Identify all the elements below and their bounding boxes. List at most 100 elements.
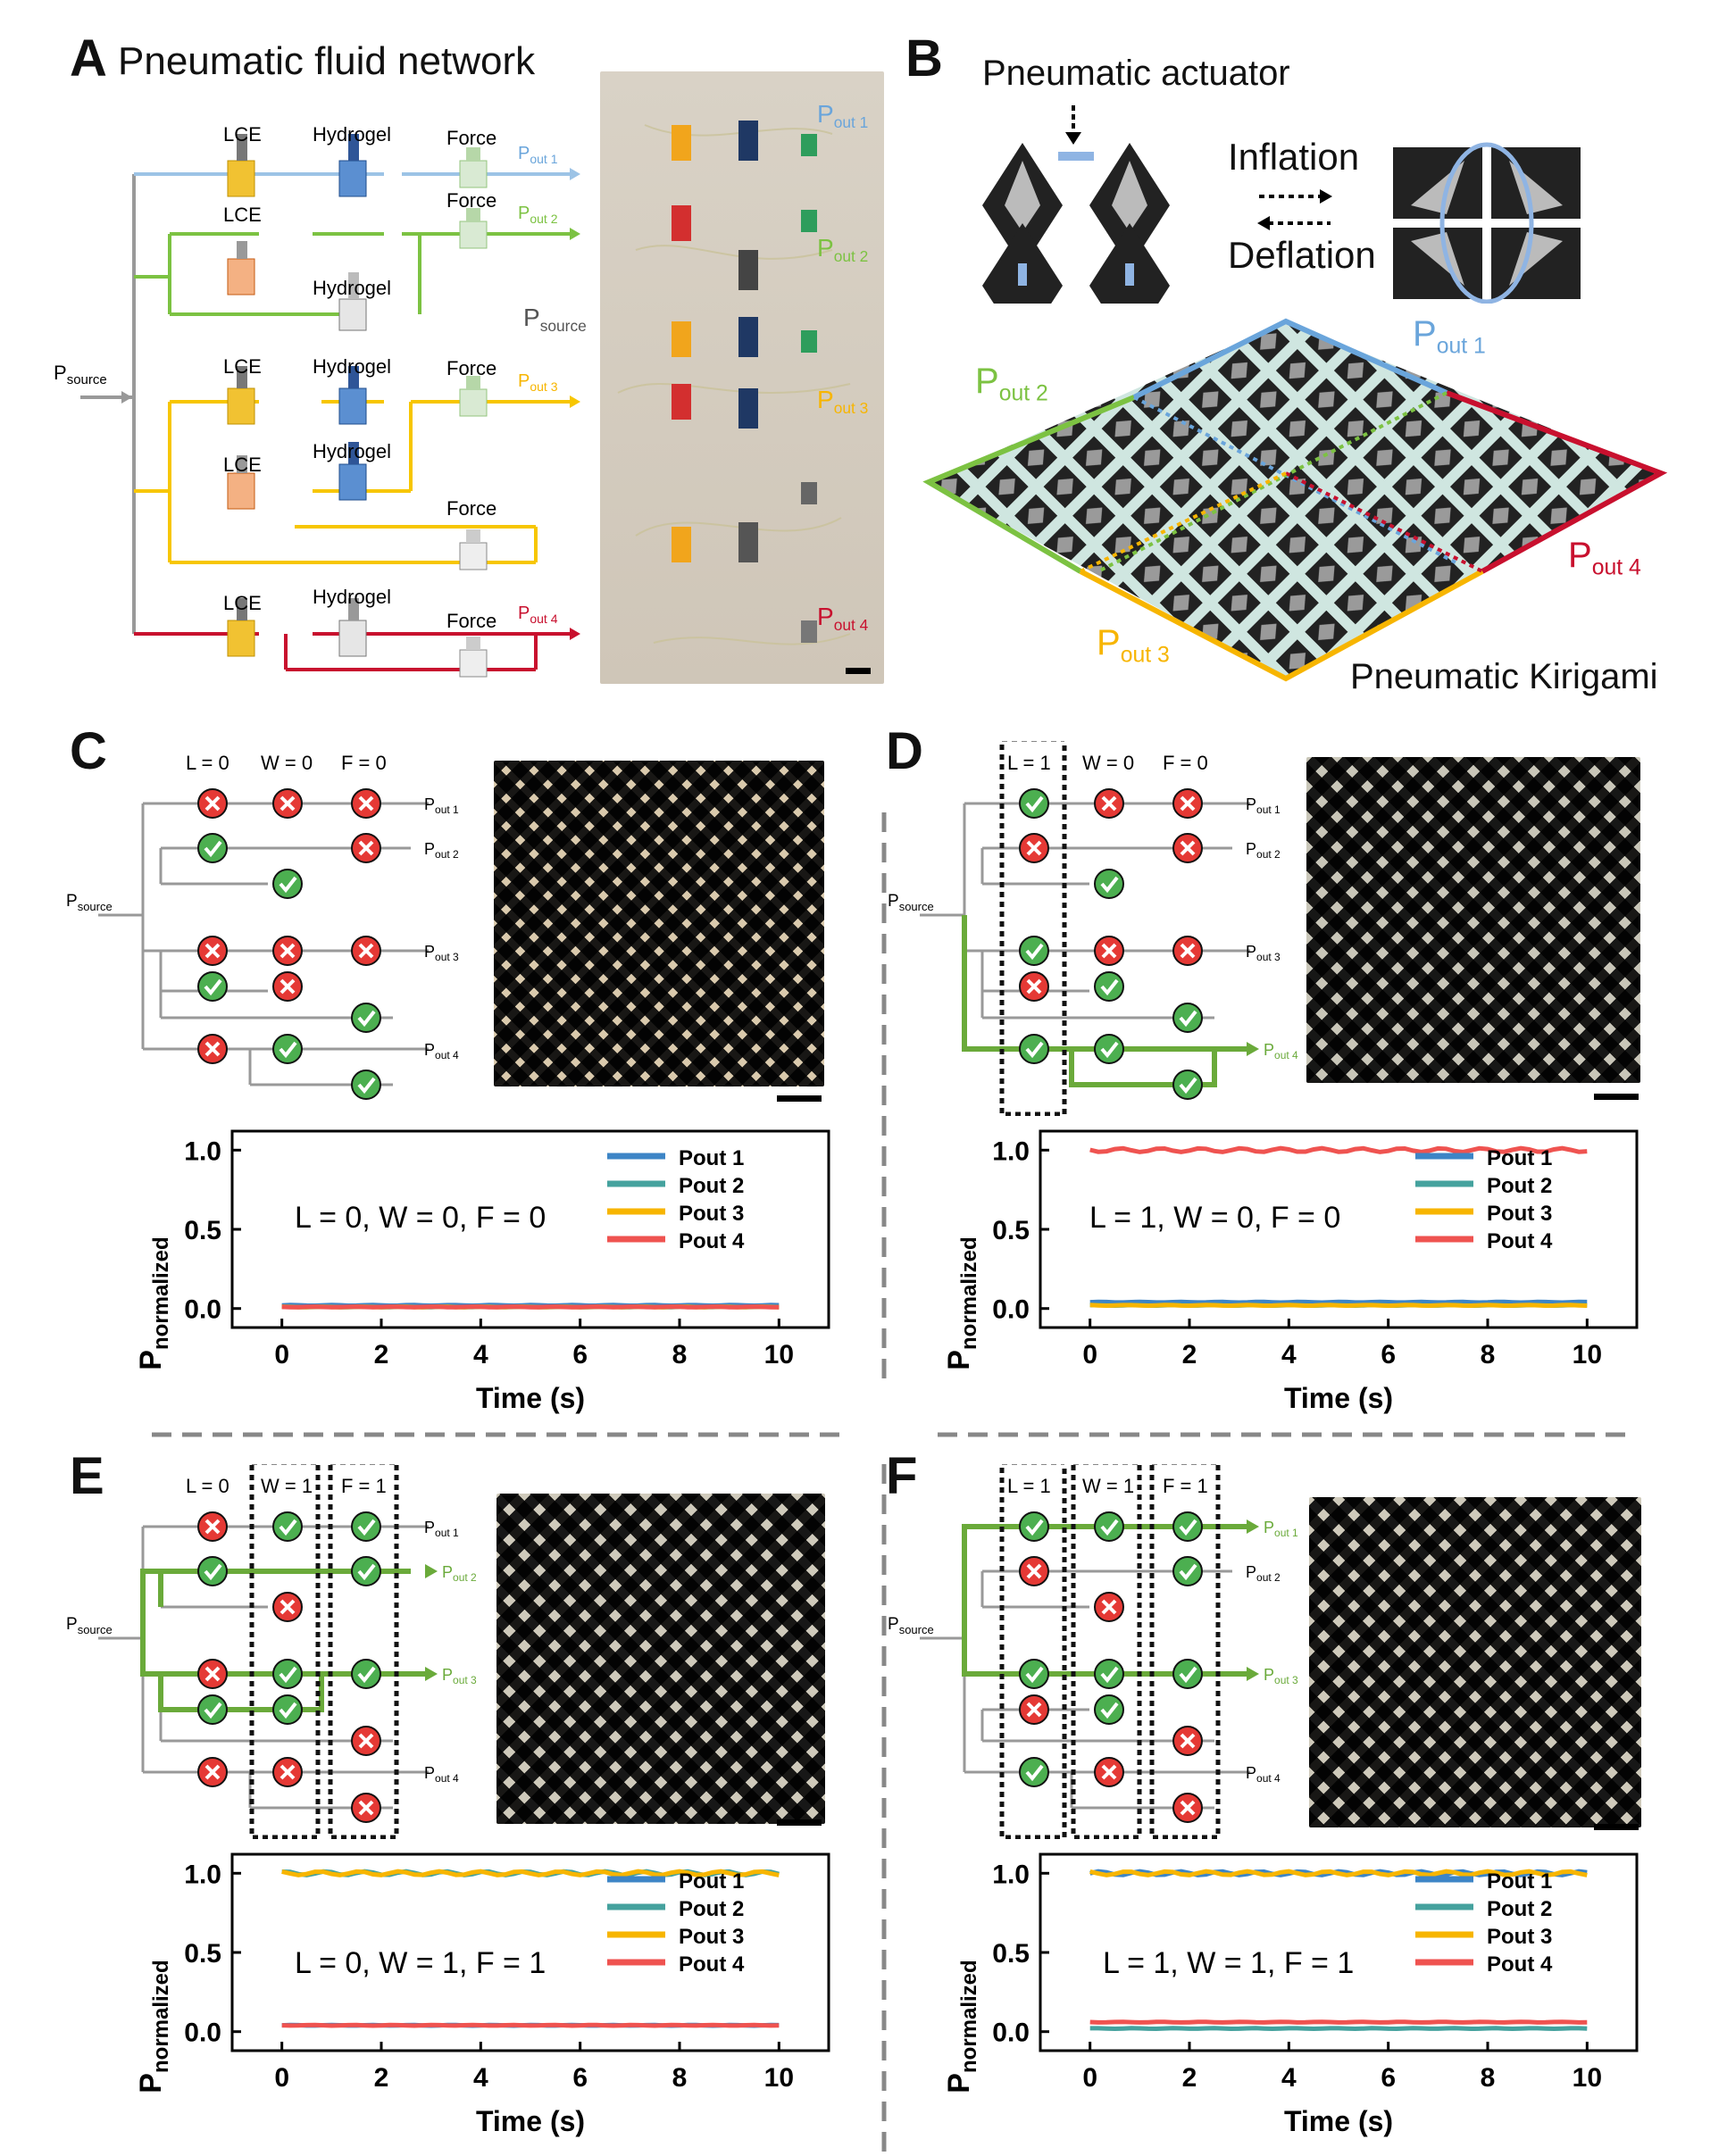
- fail-icon: [1172, 788, 1203, 819]
- pass-icon: [1172, 1003, 1203, 1033]
- x-ticks: 0 2 4 6 8 10: [1082, 2042, 1602, 2093]
- force-valve-icon-4: [459, 529, 488, 570]
- fail-icon: [1019, 971, 1049, 1002]
- header-f: F = 0: [341, 752, 387, 774]
- force-label-3: Force: [446, 357, 496, 379]
- scale-bar: [846, 668, 871, 674]
- x-tick-label: 4: [473, 1340, 488, 1369]
- x-axis-label: Time (s): [476, 2105, 585, 2137]
- hydrogel-label-3: Hydrogel: [313, 355, 391, 378]
- pass-icon: [1094, 971, 1124, 1002]
- legend-label: Pout 3: [679, 1925, 744, 1949]
- chart-c: Pnormalized 0.0 0.5 1.0 0 2 4 6 8 10 L = 0, W =…: [134, 1129, 830, 1414]
- legend-label: Pout 2: [679, 1897, 744, 1921]
- x-tick-label: 10: [1573, 2063, 1602, 2093]
- series-line-4: [281, 2022, 780, 2028]
- x-tick-label: 2: [374, 2063, 389, 2093]
- y-ticks: 0.0 0.5 1.0: [992, 1860, 1049, 2048]
- legend: Pout 1 Pout 2 Pout 3 Pout 4: [607, 1146, 745, 1253]
- chart-f: Pnormalized 0.0 0.5 1.0 0 2 4 6 8 10 L = 1, W =…: [942, 1852, 1639, 2137]
- pass-icon: [1172, 1070, 1203, 1100]
- pout1-label: Pout 1: [424, 1519, 459, 1539]
- pout1-label: Pout 1: [1246, 795, 1281, 816]
- y-tick-label: 0.0: [992, 1295, 1030, 1325]
- x-tick-label: 2: [374, 1340, 389, 1369]
- pass-icon: [351, 1659, 381, 1689]
- y-axis-label: Pnormalized: [942, 1960, 981, 2093]
- legend-label: Pout 4: [1487, 1229, 1553, 1253]
- legend-label: Pout 2: [1487, 1174, 1552, 1198]
- actuator-deflated-icon: [982, 143, 1170, 304]
- y-tick-label: 0.0: [184, 1295, 221, 1325]
- series-lines: [1089, 1145, 1588, 1309]
- panel-c-circuit: L = 0 W = 0 F = 0 Psource Pout 1 Pout 2 …: [54, 741, 518, 1116]
- legend-label: Pout 1: [679, 1146, 744, 1170]
- panel-f-circuit: L = 1 W = 1 F = 1 Psource Pout 1 Pout 2 …: [875, 1460, 1339, 1840]
- fail-icon: [1172, 1726, 1203, 1756]
- lce-label-5: LCE: [223, 592, 262, 614]
- photo-pout4-label: Pout 4: [817, 603, 869, 635]
- x-tick-label: 2: [1182, 2063, 1197, 2093]
- header-w: W = 1: [261, 1475, 313, 1497]
- pass-icon: [1019, 936, 1049, 966]
- pass-icon: [1094, 1034, 1124, 1064]
- y-tick-label: 1.0: [184, 1136, 221, 1166]
- pass-icon: [1172, 1511, 1203, 1542]
- fail-icon: [1019, 1556, 1049, 1586]
- hydrogel-valve-icon-4: [338, 442, 367, 501]
- panel-d-circuit: L = 1 W = 0 F = 0 Psource Pout 1 Pout 2 …: [875, 737, 1339, 1117]
- pout2-label: Pout 2: [424, 840, 459, 861]
- series-lines: [1089, 1869, 1588, 2032]
- pout3-label: Pout 3: [424, 943, 459, 963]
- legend-label: Pout 4: [679, 1952, 745, 1977]
- pout2-label-a: Pout 2: [518, 204, 558, 226]
- header-w: W = 0: [1082, 752, 1134, 774]
- pout2-label: Pout 2: [442, 1563, 477, 1584]
- lce-label-4: LCE: [223, 454, 262, 476]
- force-valve-icon-2: [459, 208, 488, 249]
- pass-icon: [197, 1694, 228, 1725]
- fail-icon: [1094, 1757, 1124, 1787]
- scale-bar: [1594, 1824, 1639, 1830]
- pass-icon: [1019, 788, 1049, 819]
- pass-icon: [272, 1034, 303, 1064]
- x-tick-label: 0: [274, 2063, 289, 2093]
- fail-icon: [197, 1034, 228, 1064]
- fail-icon: [272, 1592, 303, 1622]
- series-lines: [281, 1869, 780, 2028]
- pass-icon: [351, 1070, 381, 1100]
- panel-c-kirigami-photo: [494, 761, 824, 1086]
- fail-icon: [1094, 788, 1124, 819]
- force-label-2: Force: [446, 189, 496, 212]
- hydrogel-label-1: Hydrogel: [313, 123, 391, 146]
- panel-d-kirigami-photo: [1306, 757, 1640, 1083]
- pout4-label: Pout 4: [424, 1764, 459, 1785]
- legend: Pout 1 Pout 2 Pout 3 Pout 4: [1415, 1146, 1553, 1253]
- status-icons: [1019, 1511, 1203, 1823]
- y-tick-label: 1.0: [184, 1860, 221, 1889]
- pout4-label: Pout 4: [424, 1041, 459, 1061]
- lce-valve-icon-2: [227, 241, 255, 296]
- panel-f-kirigami-photo: [1309, 1497, 1641, 1827]
- y-ticks: 0.0 0.5 1.0: [184, 1136, 241, 1325]
- psource-label: Psource: [66, 1615, 113, 1636]
- panel-e-circuit: L = 0 W = 1 F = 1 Psource Pout 1 Pout 2 …: [54, 1460, 518, 1840]
- psource-label: Psource: [888, 892, 934, 913]
- legend-label: Pout 2: [1487, 1897, 1552, 1921]
- fail-icon: [351, 788, 381, 819]
- pout4-label: Pout 4: [1246, 1764, 1281, 1785]
- fail-icon: [351, 1793, 381, 1823]
- pout1-label-a: Pout 1: [518, 144, 558, 166]
- fail-icon: [197, 1511, 228, 1542]
- fail-icon: [351, 833, 381, 863]
- pass-icon: [1172, 1659, 1203, 1689]
- y-tick-label: 1.0: [992, 1860, 1030, 1889]
- y-tick-label: 0.5: [184, 1939, 221, 1969]
- pass-icon: [197, 1556, 228, 1586]
- pout4-boundary: [1445, 390, 1668, 574]
- fail-icon: [272, 1757, 303, 1787]
- x-axis-label: Time (s): [476, 1382, 585, 1414]
- panel-label-c: C: [70, 722, 107, 780]
- series-line-2: [1089, 2026, 1588, 2032]
- scale-bar: [777, 1095, 822, 1102]
